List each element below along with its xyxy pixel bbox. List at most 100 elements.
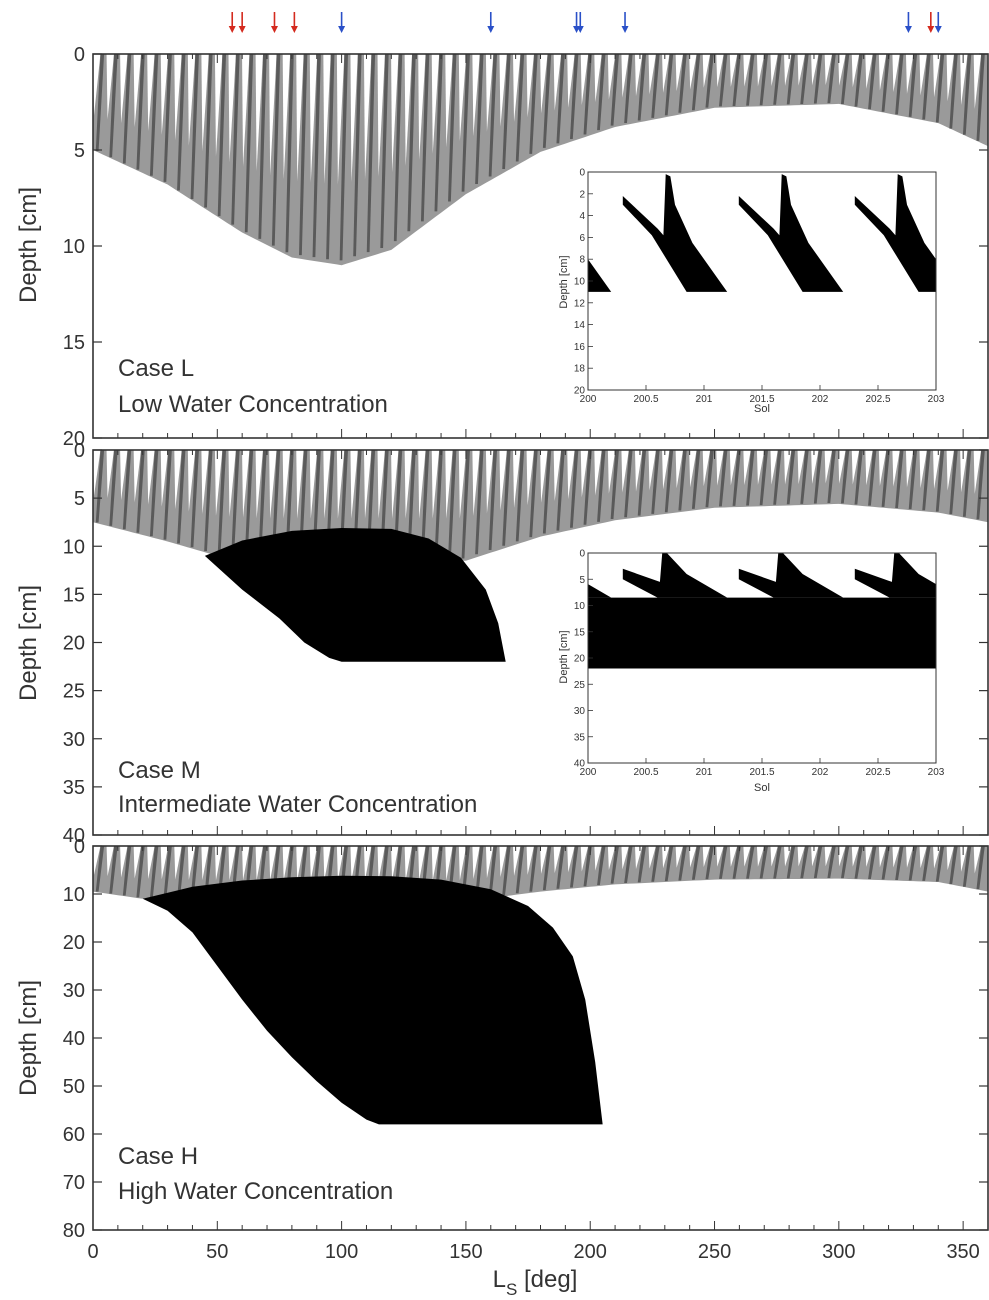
case-h-diurnal-band [827, 846, 836, 879]
case-h-diurnal-band [691, 846, 701, 880]
case-l-diurnal-band [827, 54, 836, 104]
case-m-diurnal-gap [513, 450, 521, 508]
case-l-diurnal-gap [960, 54, 968, 106]
case-l-diurnal-gap [919, 54, 927, 96]
case-l-diurnal-gap [702, 54, 711, 88]
case-m-diurnal-gap [485, 450, 494, 514]
case-m-diurnal-gap [269, 450, 277, 519]
case-m-diurnal-band [624, 450, 633, 518]
case-l-diurnal-gap [634, 54, 643, 97]
case-m-diurnal-gap [567, 450, 575, 500]
case-m-diurnal-band [95, 450, 105, 523]
case-h-diurnal-gap [567, 846, 575, 873]
case-h-diurnal-band [854, 846, 863, 879]
case-h-diurnal-gap [391, 846, 399, 881]
case-l-diurnal-band [122, 54, 132, 164]
case-h-diurnal-band [935, 846, 945, 882]
case-l-diurnal-gap [973, 54, 982, 109]
case-m-diurnal-band [786, 450, 796, 505]
x-axis-title-subscript: S [506, 1280, 517, 1299]
case-m-inset-ytick-label: 5 [579, 575, 585, 586]
case-m-diurnal-gap [662, 450, 670, 490]
case-m-inset-ytick-label: 25 [574, 680, 586, 691]
case-m-diurnal-gap [106, 450, 115, 499]
case-m-diurnal-gap [174, 450, 182, 510]
case-h-xtick-label: 150 [449, 1241, 482, 1263]
case-h-diurnal-band [922, 846, 931, 881]
case-m-description: Intermediate Water Concentration [118, 791, 477, 818]
x-axis-title-unit: [deg] [517, 1266, 577, 1293]
case-m-diurnal-gap [120, 450, 128, 501]
case-l-inset-ice [854, 174, 936, 292]
case-l-diurnal-band [420, 54, 430, 222]
case-l-diurnal-gap [296, 54, 304, 182]
case-l-diurnal-gap [756, 54, 765, 87]
case-l-inset-xtick-label: 201 [696, 394, 713, 405]
case-m-diurnal-gap [147, 450, 155, 505]
case-h-diurnal-band [881, 846, 890, 880]
case-m-diurnal-gap [960, 450, 968, 493]
case-h-ytick-label: 40 [63, 1028, 85, 1050]
case-l-diurnal-gap [499, 54, 507, 127]
case-l-inset-ice [588, 259, 612, 292]
case-m-diurnal-gap [187, 450, 196, 512]
case-h-xtick-label: 200 [574, 1241, 607, 1263]
case-m-diurnal-band [691, 450, 701, 509]
case-h-diurnal-gap [228, 846, 236, 881]
case-l-diurnal-gap [933, 54, 941, 98]
case-h-diurnal-band [597, 846, 606, 885]
case-m-diurnal-band [407, 450, 416, 559]
case-l-diurnal-band [976, 54, 985, 141]
case-m-diurnal-gap [756, 450, 765, 485]
case-h-diurnal-gap [363, 846, 372, 881]
case-l-diurnal-band [840, 54, 850, 105]
case-h-xtick-label: 350 [946, 1241, 979, 1263]
case-h-diurnal-gap [675, 846, 684, 868]
case-h-diurnal-gap [634, 846, 643, 870]
case-l-ytick-label: 5 [74, 140, 85, 162]
case-m-diurnal-gap [201, 450, 209, 514]
case-m-diurnal-band [800, 450, 809, 504]
case-l-diurnal-band [475, 54, 484, 185]
case-l-diurnal-gap [431, 54, 440, 154]
case-l-diurnal-gap [784, 54, 792, 86]
case-l-diurnal-gap [743, 54, 751, 87]
case-m-ylabel: Depth [cm] [15, 585, 42, 701]
case-l-diurnal-band [515, 54, 525, 162]
case-m-diurnal-band [420, 450, 430, 559]
case-m-diurnal-band [840, 450, 850, 504]
case-h-diurnal-gap [174, 846, 182, 880]
case-m-diurnal-gap [458, 450, 467, 519]
case-h-diurnal-band [949, 846, 958, 885]
event-arrows [228, 12, 942, 33]
case-l-diurnal-band [868, 54, 877, 110]
case-h-diurnal-gap [377, 846, 385, 881]
case-m-inset-xtick-label: 200.5 [633, 767, 658, 778]
case-m-diurnal-band [258, 450, 267, 559]
case-h-ytick-label: 30 [63, 980, 85, 1002]
case-l-diurnal-band [962, 54, 972, 135]
case-m-diurnal-band [922, 450, 931, 511]
case-l-inset: 200 200.5 201 201.5 202 202.5 203 0 2 4 6 8 10 12 14 16… [558, 168, 945, 416]
case-h-diurnal-gap [770, 846, 778, 867]
case-m-diurnal-gap [838, 450, 846, 484]
case-l-diurnal-band [759, 54, 769, 106]
case-m-ytick-label: 0 [74, 440, 85, 462]
case-m-diurnal-band [854, 450, 863, 505]
case-m-diurnal-band [651, 450, 660, 514]
case-l-diurnal-band [326, 54, 335, 260]
case-m-diurnal-band [935, 450, 945, 512]
case-m-diurnal-band [109, 450, 118, 526]
case-l-diurnal-band [800, 54, 809, 104]
case-l-diurnal-band [678, 54, 687, 113]
case-h-diurnal-gap [513, 846, 521, 876]
case-h-diurnal-gap [946, 846, 955, 871]
case-l-diurnal-band [407, 54, 416, 232]
case-m-diurnal-gap [729, 450, 738, 486]
case-m-diurnal-gap [648, 450, 656, 491]
case-l-diurnal-gap [133, 54, 142, 128]
case-l-diurnal-gap [445, 54, 453, 148]
case-l-inset-bg [588, 172, 936, 390]
case-l-inset-xtick-label: 200 [580, 394, 597, 405]
